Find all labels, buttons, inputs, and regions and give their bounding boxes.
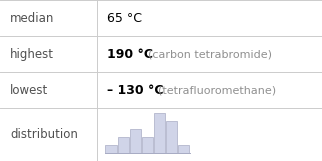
Bar xyxy=(130,129,141,153)
Text: median: median xyxy=(10,11,54,24)
Text: 190 °C: 190 °C xyxy=(107,47,153,61)
Text: lowest: lowest xyxy=(10,84,48,96)
Bar xyxy=(178,145,190,153)
Bar xyxy=(118,137,129,153)
Bar xyxy=(106,145,117,153)
Text: (tetrafluoromethane): (tetrafluoromethane) xyxy=(151,85,276,95)
Text: 65 °C: 65 °C xyxy=(107,11,142,24)
Text: distribution: distribution xyxy=(10,128,78,141)
Text: – 130 °C: – 130 °C xyxy=(107,84,164,96)
Bar xyxy=(154,113,165,153)
Bar xyxy=(166,121,177,153)
Bar xyxy=(142,137,153,153)
Text: highest: highest xyxy=(10,47,54,61)
Text: (carbon tetrabromide): (carbon tetrabromide) xyxy=(141,49,272,59)
